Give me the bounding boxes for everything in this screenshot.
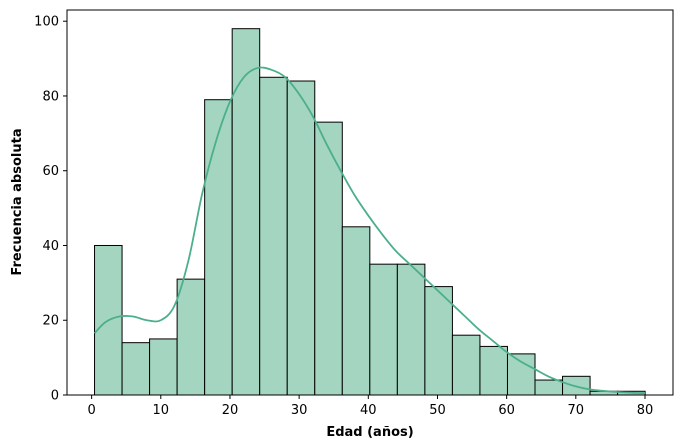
histogram-bar-12 [424,286,453,396]
histogram-bar-7 [286,80,316,396]
x-axis-label: Edad (años) [326,425,413,440]
x-tick-label-10: 10 [153,403,170,418]
y-axis: 0 20 40 60 80 100 [34,15,67,404]
histogram-bar-16 [534,379,564,396]
y-tick-label-100: 100 [34,15,59,30]
histogram-bar-13 [451,334,481,396]
histogram-bar-10 [369,263,398,396]
histogram-bar-3 [176,278,206,396]
y-tick-label-20: 20 [42,314,59,329]
x-axis: 0 10 20 30 40 50 60 70 80 [87,395,653,418]
y-tick-label-0: 0 [51,389,59,404]
x-tick-label-70: 70 [568,403,585,418]
y-tick-label-40: 40 [42,239,59,254]
x-tick-label-0: 0 [87,403,95,418]
x-tick-label-80: 80 [637,403,654,418]
y-axis-label: Frecuencia absoluta [10,128,25,275]
bars-layer [94,28,646,396]
histogram-bar-15 [506,353,536,396]
y-tick-label-60: 60 [42,164,59,179]
kde-layer [93,66,646,395]
histogram-bar-2 [149,338,178,396]
histogram-bar-4 [204,99,233,396]
histogram-bar-6 [259,76,288,396]
histogram-bar-8 [314,121,343,396]
histogram-bar-1 [121,342,151,396]
x-tick-label-40: 40 [360,403,377,418]
plot-frame [66,9,674,396]
histogram-bar-9 [341,226,371,396]
x-tick-label-30: 30 [291,403,308,418]
histogram-bar-5 [231,28,261,396]
histogram-bar-11 [396,263,426,396]
kde-curve [93,66,646,395]
x-tick-label-60: 60 [498,403,515,418]
x-tick-label-50: 50 [429,403,446,418]
x-tick-label-20: 20 [222,403,239,418]
histogram-bar-14 [479,345,508,396]
y-tick-label-80: 80 [42,89,59,104]
